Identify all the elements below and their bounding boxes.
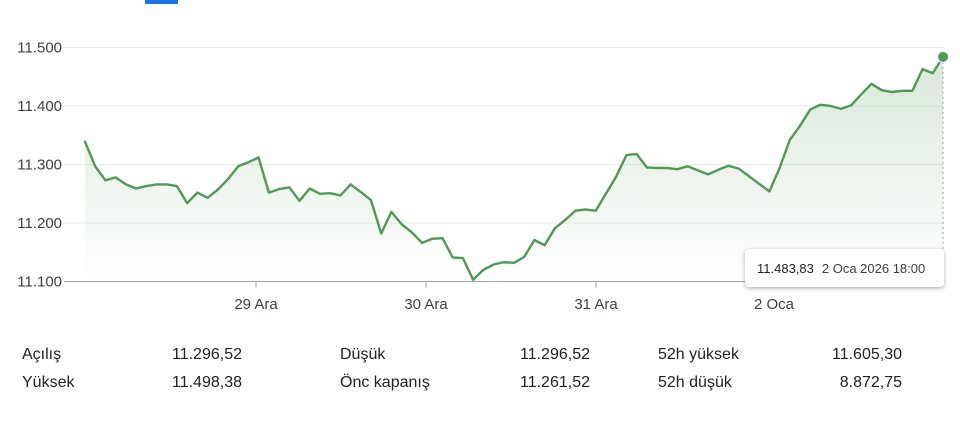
y-axis: 11.100 11.200 11.300 11.400 11.500 — [17, 40, 62, 291]
chart-area — [85, 56, 943, 282]
x-tick-label: 31 Ara — [574, 296, 618, 313]
stat-value-low: 11.296,52 — [520, 346, 590, 363]
stat-label-prev-close: Önc kapanış — [340, 374, 430, 391]
stat-value-open: 11.296,52 — [172, 346, 242, 363]
series-line — [83, 55, 945, 281]
chart-markers — [937, 50, 949, 252]
tab-indicator — [145, 0, 178, 4]
y-tick-label: 11.200 — [17, 215, 62, 232]
stat-value-52w-high: 11.605,30 — [832, 346, 902, 363]
stat-label-high: Yüksek — [22, 374, 75, 391]
last-point-marker — [937, 50, 949, 63]
x-tick-label: 2 Oca — [754, 296, 795, 313]
price-chart[interactable]: 29 Ara 30 Ara 31 Ara 2 Oca 11.100 11.200 11.3… — [0, 0, 960, 330]
chart-tooltip: 11.483,83 2 Oca 2026 18:00 — [745, 249, 944, 287]
stat-value-prev-close: 11.261,52 — [520, 374, 590, 391]
stat-label-low: Düşük — [340, 346, 386, 363]
area-fill — [85, 56, 943, 282]
y-tick-label: 11.300 — [17, 157, 62, 174]
tooltip-value: 11.483,83 — [757, 260, 814, 276]
tooltip-date: 2 Oca 2026 18:00 — [821, 260, 926, 276]
stat-label-52w-high: 52h yüksek — [658, 346, 739, 363]
chart-series — [83, 55, 945, 281]
y-tick-label: 11.500 — [17, 40, 62, 57]
stats-table: Açılış 11.296,52 Yüksek 11.498,38 Düşük … — [0, 340, 960, 410]
y-tick-label: 11.100 — [17, 274, 62, 291]
stat-label-open: Açılış — [22, 346, 62, 363]
stat-value-52w-low: 8.872,75 — [839, 374, 902, 391]
x-tick-label: 30 Ara — [404, 296, 448, 313]
y-tick-label: 11.400 — [17, 98, 62, 115]
x-tick-label: 29 Ara — [234, 296, 278, 313]
stat-label-52w-low: 52h düşük — [658, 374, 732, 391]
x-axis: 29 Ara 30 Ara 31 Ara 2 Oca — [234, 281, 795, 313]
stat-value-high: 11.498,38 — [172, 374, 242, 391]
